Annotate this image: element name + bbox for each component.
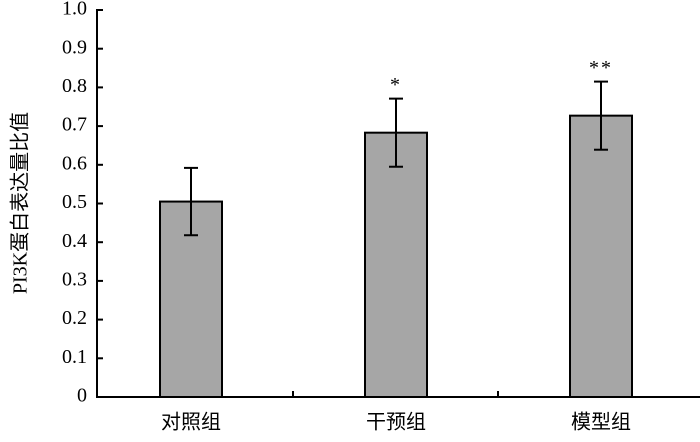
y-tick-label: 0.2 bbox=[62, 307, 87, 329]
bar bbox=[569, 114, 633, 398]
y-tick-label: 0.4 bbox=[62, 230, 87, 252]
x-tick-label: 干预组 bbox=[366, 411, 426, 434]
y-tick-label: 0.9 bbox=[62, 36, 87, 58]
significance-label: ** bbox=[589, 57, 613, 79]
y-tick-label: 0.3 bbox=[62, 268, 87, 290]
y-tick-label: 0.8 bbox=[62, 75, 87, 97]
y-tick-label: 0.5 bbox=[62, 191, 87, 213]
error-bar bbox=[594, 80, 608, 151]
x-tick-label: 对照组 bbox=[161, 411, 221, 434]
y-tick-label: 0.1 bbox=[62, 346, 87, 368]
significance-label: * bbox=[390, 74, 402, 96]
error-bar bbox=[389, 97, 403, 168]
y-tick-label: 0.6 bbox=[62, 152, 87, 174]
y-tick-label: 1.0 bbox=[62, 0, 87, 20]
error-bar bbox=[184, 166, 198, 237]
x-tick-label: 模型组 bbox=[571, 411, 631, 434]
y-tick-label: 0.7 bbox=[62, 114, 87, 136]
bar bbox=[364, 131, 428, 399]
y-axis-label: PI3K蛋白表达量比值 bbox=[9, 112, 32, 294]
y-tick-label: 0 bbox=[77, 385, 87, 407]
